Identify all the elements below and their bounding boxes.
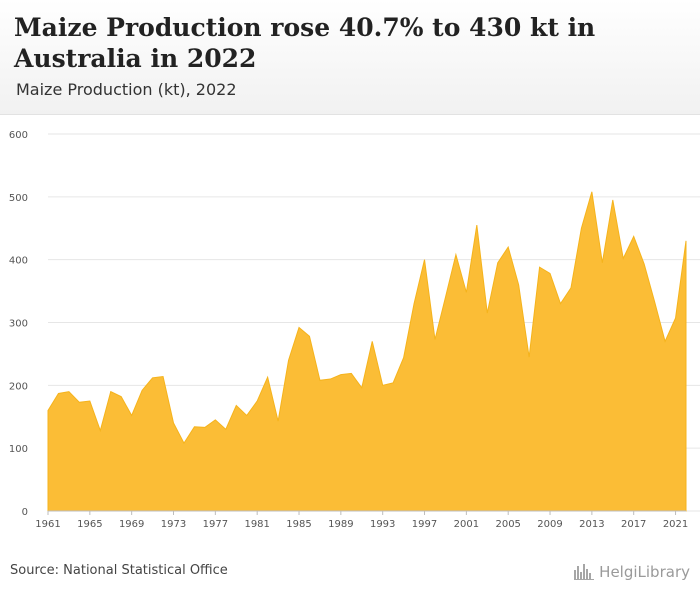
x-tick-label: 1997 bbox=[412, 519, 437, 530]
x-tick-label: 1977 bbox=[203, 519, 228, 530]
y-tick-label: 300 bbox=[9, 319, 28, 330]
x-tick-label: 1993 bbox=[370, 519, 395, 530]
x-tick-label: 1973 bbox=[161, 519, 186, 530]
brand-name: HelgiLibrary bbox=[599, 563, 690, 581]
brand-logo[interactable]: HelgiLibrary bbox=[574, 563, 690, 581]
x-tick-label: 1961 bbox=[35, 519, 60, 530]
maize-production-chart: 0 100 200 300 400 500 600 1961 1965 1969 1973 1977 1… bbox=[9, 130, 700, 530]
library-logo-icon bbox=[574, 564, 595, 580]
x-tick-label: 2009 bbox=[537, 519, 562, 530]
x-tick-label: 1985 bbox=[286, 519, 311, 530]
series-area bbox=[47, 191, 687, 512]
x-tick-label: 1981 bbox=[244, 519, 269, 530]
x-tick-label: 2013 bbox=[579, 519, 604, 530]
y-tick-label: 400 bbox=[9, 256, 28, 267]
x-tick-label: 1989 bbox=[328, 519, 353, 530]
page-subtitle: Maize Production (kt), 2022 bbox=[16, 80, 237, 99]
source-note: Source: National Statistical Office bbox=[10, 563, 228, 578]
header: Maize Production rose 40.7% to 430 kt in… bbox=[0, 0, 700, 115]
x-tick-label: 2017 bbox=[621, 519, 646, 530]
x-tick-label: 2021 bbox=[663, 519, 688, 530]
page-title: Maize Production rose 40.7% to 430 kt in… bbox=[14, 13, 596, 73]
y-tick-label: 600 bbox=[9, 130, 28, 141]
y-tick-label: 200 bbox=[9, 381, 28, 392]
y-tick-label: 500 bbox=[9, 193, 28, 204]
x-tick-label: 1965 bbox=[77, 519, 102, 530]
x-tick-label: 2005 bbox=[495, 519, 520, 530]
y-tick-label: 0 bbox=[22, 507, 28, 518]
y-tick-label: 100 bbox=[9, 444, 28, 455]
x-tick-label: 2001 bbox=[454, 519, 479, 530]
x-tick-label: 1969 bbox=[119, 519, 144, 530]
